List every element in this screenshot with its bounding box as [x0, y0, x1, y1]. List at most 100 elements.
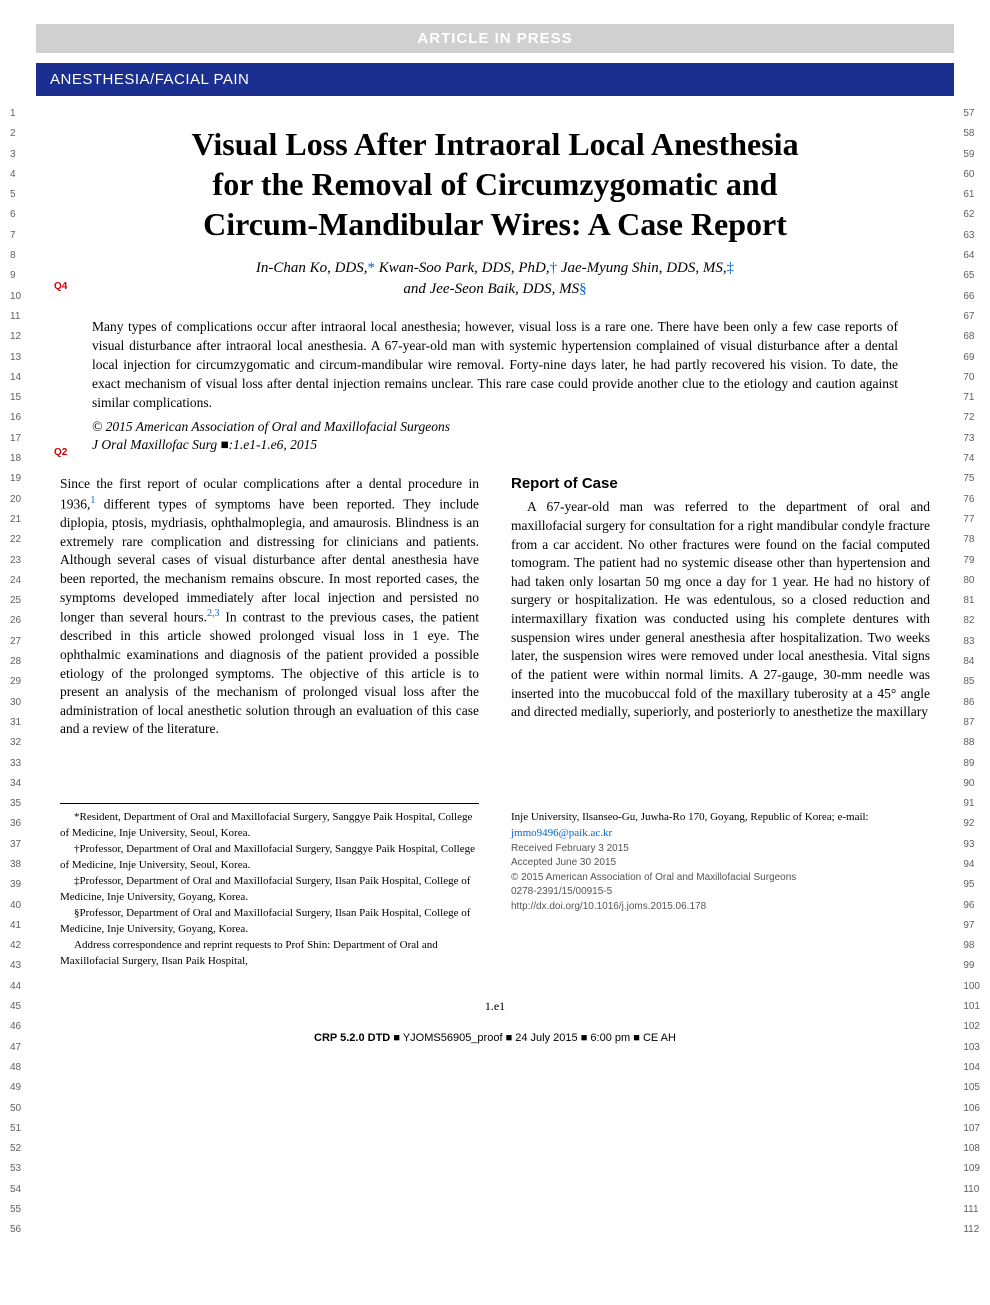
line-number: 89 — [963, 754, 980, 774]
received-date: Received February 3 2015 — [511, 842, 930, 857]
line-number: 56 — [10, 1220, 21, 1240]
intro-text-b: different types of symptoms have been re… — [60, 496, 479, 624]
line-number: 83 — [963, 632, 980, 652]
line-number: 101 — [963, 997, 980, 1017]
line-number: 87 — [963, 713, 980, 733]
line-number: 62 — [963, 205, 980, 225]
line-number: 67 — [963, 307, 980, 327]
ref-23[interactable]: 2,3 — [207, 608, 220, 619]
line-number: 36 — [10, 814, 21, 834]
line-number: 71 — [963, 388, 980, 408]
square-icon: ■ — [633, 1032, 643, 1044]
line-number: 40 — [10, 896, 21, 916]
line-number: 18 — [10, 449, 21, 469]
square-icon: ■ — [393, 1032, 403, 1044]
page-container: ARTICLE IN PRESS ANESTHESIA/FACIAL PAIN … — [0, 0, 990, 1072]
line-number: 34 — [10, 774, 21, 794]
line-number: 111 — [963, 1200, 980, 1220]
line-number: 19 — [10, 469, 21, 489]
page-number: 1.e1 — [36, 999, 954, 1014]
line-number: 93 — [963, 835, 980, 855]
line-number: 77 — [963, 510, 980, 530]
line-number: 80 — [963, 571, 980, 591]
affil-mark-section: § — [579, 281, 587, 297]
title-line-3: Circum-Mandibular Wires: A Case Report — [203, 206, 787, 242]
email-link[interactable]: jmmo9496@paik.ac.kr — [511, 827, 612, 839]
line-number: 47 — [10, 1038, 21, 1058]
line-number: 35 — [10, 794, 21, 814]
line-number: 97 — [963, 916, 980, 936]
line-number: 32 — [10, 733, 21, 753]
line-number: 105 — [963, 1078, 980, 1098]
line-number: 94 — [963, 855, 980, 875]
content-area: Visual Loss After Intraoral Local Anesth… — [36, 124, 954, 453]
line-number: 68 — [963, 327, 980, 347]
footnotes-left-col: *Resident, Department of Oral and Maxill… — [60, 803, 479, 969]
line-number: 95 — [963, 875, 980, 895]
doi-link[interactable]: http://dx.doi.org/10.1016/j.joms.2015.06… — [511, 900, 930, 915]
line-number: 23 — [10, 551, 21, 571]
footnote-item: ‡Professor, Department of Oral and Maxil… — [60, 874, 479, 906]
line-number: 108 — [963, 1139, 980, 1159]
footnote-item: *Resident, Department of Oral and Maxill… — [60, 810, 479, 842]
report-paragraph: A 67-year-old man was referred to the de… — [511, 498, 930, 722]
line-number: 5 — [10, 185, 21, 205]
line-number: 31 — [10, 713, 21, 733]
line-number: 33 — [10, 754, 21, 774]
left-column: Since the first report of ocular complic… — [60, 475, 479, 739]
line-number: 90 — [963, 774, 980, 794]
line-number: 3 — [10, 145, 21, 165]
line-number: 42 — [10, 936, 21, 956]
line-number: 66 — [963, 287, 980, 307]
line-number: 91 — [963, 794, 980, 814]
copyright-line: © 2015 American Association of Oral and … — [92, 418, 898, 437]
footer-id: YJOMS56905_proof — [403, 1032, 503, 1044]
line-number: 76 — [963, 490, 980, 510]
line-number: 54 — [10, 1180, 21, 1200]
line-number: 2 — [10, 124, 21, 144]
line-number: 24 — [10, 571, 21, 591]
line-number: 37 — [10, 835, 21, 855]
section-header-bar: ANESTHESIA/FACIAL PAIN — [36, 63, 954, 96]
article-title: Visual Loss After Intraoral Local Anesth… — [60, 124, 930, 244]
line-number: 96 — [963, 896, 980, 916]
query-label-q2: Q2 — [54, 447, 67, 458]
abstract-text: Many types of complications occur after … — [92, 318, 898, 412]
footnote-item: Address correspondence and reprint reque… — [60, 938, 479, 970]
line-number: 15 — [10, 388, 21, 408]
footer-crp: CRP 5.2.0 DTD — [314, 1032, 390, 1044]
issn-line: 0278-2391/15/00915-5 — [511, 885, 930, 900]
line-number: 4 — [10, 165, 21, 185]
line-number: 8 — [10, 246, 21, 266]
line-number: 29 — [10, 672, 21, 692]
line-number: 46 — [10, 1017, 21, 1037]
line-number: 102 — [963, 1017, 980, 1037]
line-number: 51 — [10, 1119, 21, 1139]
line-number: 100 — [963, 977, 980, 997]
query-label-q4: Q4 — [54, 281, 67, 292]
line-number: 1 — [10, 104, 21, 124]
footer-ce: CE AH — [643, 1032, 676, 1044]
intro-paragraph: Since the first report of ocular complic… — [60, 475, 479, 739]
affil-mark-star: * — [368, 260, 376, 276]
line-number: 38 — [10, 855, 21, 875]
line-number: 27 — [10, 632, 21, 652]
line-number: 28 — [10, 652, 21, 672]
body-two-column: Since the first report of ocular complic… — [36, 475, 954, 739]
author-text-2: Kwan-Soo Park, DDS, PhD, — [375, 260, 550, 276]
line-numbers-right: 5758596061626364656667686970717273747576… — [963, 104, 980, 1241]
authors-block: In-Chan Ko, DDS,* Kwan-Soo Park, DDS, Ph… — [60, 258, 930, 300]
line-number: 107 — [963, 1119, 980, 1139]
footnotes-area: *Resident, Department of Oral and Maxill… — [36, 803, 954, 969]
line-number: 72 — [963, 408, 980, 428]
line-number: 82 — [963, 611, 980, 631]
line-number: 11 — [10, 307, 21, 327]
right-column: Report of Case A 67-year-old man was ref… — [511, 475, 930, 739]
line-number: 44 — [10, 977, 21, 997]
line-number: 69 — [963, 348, 980, 368]
line-number: 84 — [963, 652, 980, 672]
line-number: 85 — [963, 672, 980, 692]
line-number: 7 — [10, 226, 21, 246]
line-number: 43 — [10, 956, 21, 976]
affil-mark-ddagger: ‡ — [727, 260, 735, 276]
